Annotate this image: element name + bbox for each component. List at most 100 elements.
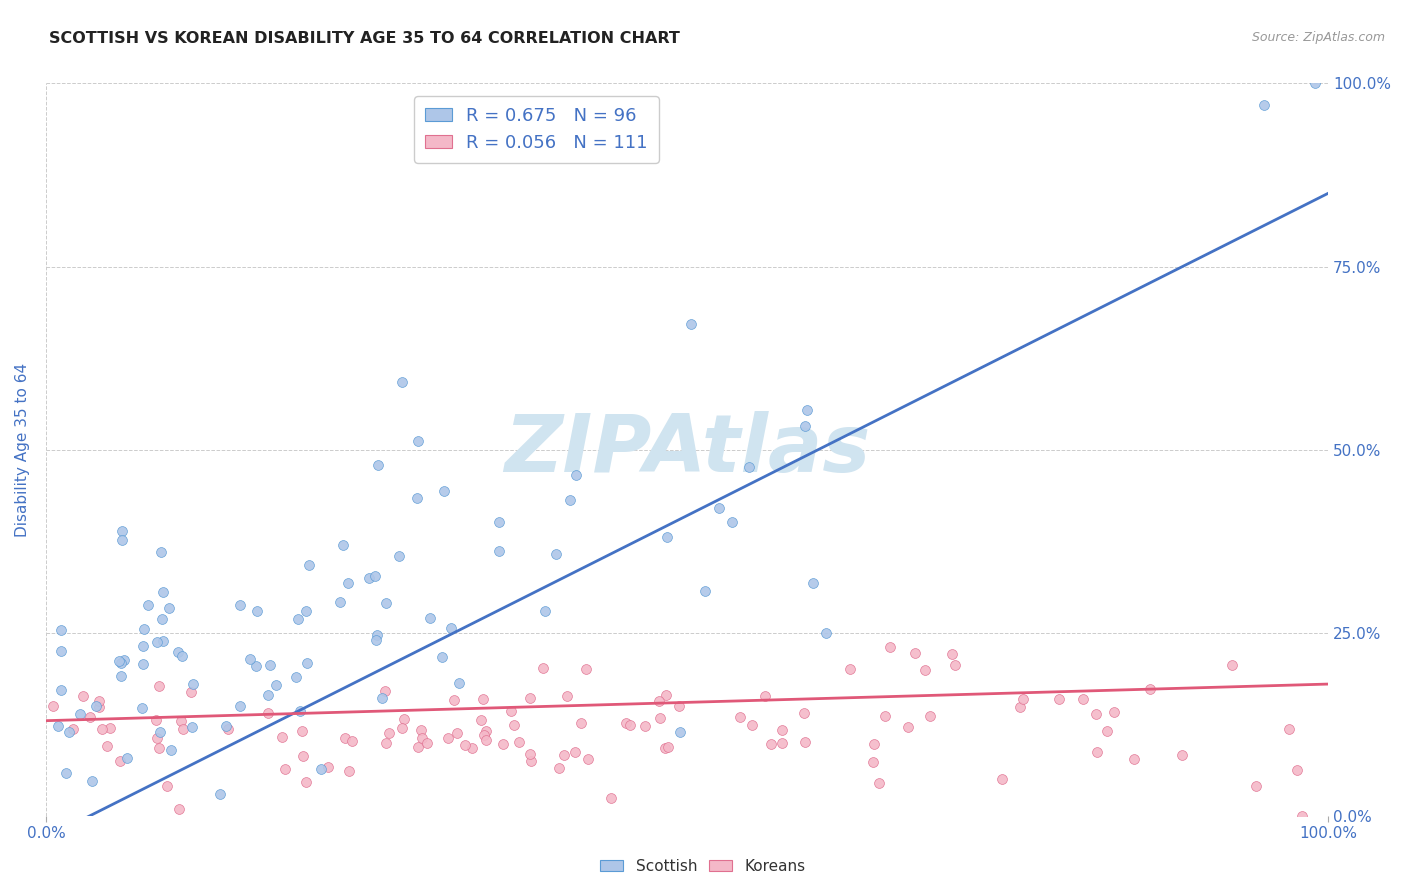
- Point: [1102, 706, 1125, 720]
- Point: [245, 659, 267, 673]
- Point: [150, 544, 173, 558]
- Point: [79, 710, 101, 724]
- Point: [46, 719, 69, 733]
- Point: [1047, 692, 1070, 706]
- Point: [388, 549, 411, 563]
- Point: [565, 467, 588, 482]
- Point: [647, 693, 669, 707]
- Y-axis label: Disability Age 35 to 64: Disability Age 35 to 64: [15, 363, 30, 537]
- Point: [1085, 707, 1108, 722]
- Point: [298, 558, 321, 572]
- Point: [228, 699, 250, 714]
- Point: [274, 762, 297, 776]
- Point: [914, 663, 936, 677]
- Point: [446, 725, 468, 739]
- Legend: Scottish, Koreans: Scottish, Koreans: [595, 853, 811, 880]
- Point: [287, 612, 309, 626]
- Point: [1253, 98, 1275, 112]
- Point: [648, 710, 671, 724]
- Point: [145, 635, 167, 649]
- Point: [91, 722, 114, 736]
- Point: [169, 801, 191, 815]
- Point: [111, 524, 134, 538]
- Point: [793, 706, 815, 720]
- Point: [815, 625, 838, 640]
- Point: [741, 717, 763, 731]
- Point: [657, 739, 679, 754]
- Point: [519, 691, 541, 706]
- Point: [1286, 764, 1309, 778]
- Point: [333, 731, 356, 745]
- Point: [461, 740, 484, 755]
- Point: [668, 698, 690, 713]
- Point: [720, 515, 742, 529]
- Point: [291, 748, 314, 763]
- Point: [920, 709, 942, 723]
- Point: [257, 688, 280, 702]
- Point: [472, 728, 495, 742]
- Point: [42, 699, 65, 714]
- Point: [72, 689, 94, 703]
- Point: [875, 709, 897, 723]
- Point: [754, 689, 776, 703]
- Point: [1278, 723, 1301, 737]
- Point: [87, 699, 110, 714]
- Point: [614, 716, 637, 731]
- Point: [172, 722, 194, 736]
- Point: [288, 705, 311, 719]
- Point: [239, 651, 262, 665]
- Point: [862, 737, 884, 751]
- Point: [759, 737, 782, 751]
- Point: [375, 596, 398, 610]
- Point: [371, 690, 394, 705]
- Point: [868, 776, 890, 790]
- Point: [534, 604, 557, 618]
- Point: [340, 733, 363, 747]
- Point: [1291, 809, 1313, 823]
- Text: ZIPAtlas: ZIPAtlas: [503, 410, 870, 489]
- Point: [1085, 745, 1108, 759]
- Point: [84, 698, 107, 713]
- Point: [51, 644, 73, 658]
- Point: [131, 700, 153, 714]
- Point: [430, 649, 453, 664]
- Point: [257, 706, 280, 720]
- Point: [499, 704, 522, 718]
- Point: [170, 714, 193, 728]
- Point: [62, 722, 84, 736]
- Point: [115, 751, 138, 765]
- Point: [132, 622, 155, 636]
- Point: [575, 662, 598, 676]
- Point: [564, 745, 586, 759]
- Point: [801, 575, 824, 590]
- Point: [472, 692, 495, 706]
- Point: [634, 719, 657, 733]
- Point: [215, 718, 238, 732]
- Point: [366, 627, 388, 641]
- Point: [904, 646, 927, 660]
- Point: [419, 610, 441, 624]
- Point: [156, 779, 179, 793]
- Point: [394, 712, 416, 726]
- Point: [796, 402, 818, 417]
- Point: [295, 774, 318, 789]
- Point: [246, 604, 269, 618]
- Point: [136, 598, 159, 612]
- Point: [367, 458, 389, 473]
- Point: [1220, 657, 1243, 672]
- Point: [838, 662, 860, 676]
- Point: [447, 676, 470, 690]
- Point: [1071, 692, 1094, 706]
- Point: [132, 639, 155, 653]
- Point: [770, 723, 793, 738]
- Point: [181, 720, 204, 734]
- Point: [555, 689, 578, 703]
- Point: [941, 648, 963, 662]
- Point: [285, 669, 308, 683]
- Point: [503, 718, 526, 732]
- Point: [329, 595, 352, 609]
- Point: [488, 515, 510, 529]
- Point: [546, 547, 568, 561]
- Point: [406, 434, 429, 448]
- Point: [294, 604, 316, 618]
